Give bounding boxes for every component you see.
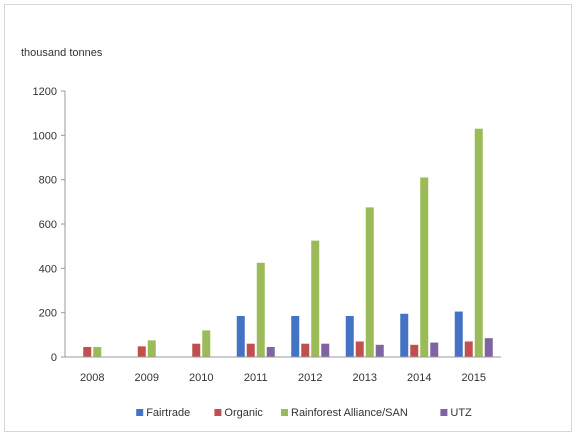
x-tick-label: 2009 xyxy=(135,372,159,384)
legend-swatch-fairtrade xyxy=(136,409,144,416)
bar-organic-2011 xyxy=(246,343,255,357)
bar-fairtrade-2011 xyxy=(236,315,245,357)
bar-organic-2008 xyxy=(83,347,92,357)
bar-utz-2011 xyxy=(266,347,275,357)
legend-label-rainforest-alliance-san: Rainforest Alliance/SAN xyxy=(291,407,408,419)
y-tick-label: 1000 xyxy=(33,130,57,142)
x-tick-label: 2008 xyxy=(80,372,104,384)
y-tick-label: 800 xyxy=(39,175,57,187)
bar-fairtrade-2013 xyxy=(345,315,354,357)
bar-rainforest-alliance-san-2015 xyxy=(474,128,483,357)
chart-frame: thousand tonnes 0 200 400 600 800 1000 1200 20… xyxy=(4,4,572,432)
x-tick-label: 2013 xyxy=(353,372,377,384)
bar-fairtrade-2014 xyxy=(400,313,409,357)
legend-swatch-rainforest-alliance-san xyxy=(281,409,288,416)
bar-utz-2013 xyxy=(375,344,384,357)
legend-swatch-organic xyxy=(214,409,222,416)
bar-rainforest-alliance-san-2011 xyxy=(256,262,265,357)
legend-label-fairtrade: Fairtrade xyxy=(146,407,190,419)
bar-organic-2013 xyxy=(355,341,364,357)
bar-rainforest-alliance-san-2008 xyxy=(93,347,102,357)
x-tick-label: 2015 xyxy=(462,372,486,384)
y-tick-label: 600 xyxy=(39,219,57,231)
x-tick-label: 2011 xyxy=(244,372,268,384)
unit-label: thousand tonnes xyxy=(21,47,103,59)
bar-rainforest-alliance-san-2012 xyxy=(311,240,320,357)
bar-organic-2009 xyxy=(137,346,146,357)
legend-label-utz: UTZ xyxy=(450,407,472,419)
bar-rainforest-alliance-san-2010 xyxy=(202,330,211,357)
x-tick-label: 2010 xyxy=(189,372,213,384)
y-tick-label: 200 xyxy=(39,308,57,320)
bar-chart: thousand tonnes 0 200 400 600 800 1000 1200 20… xyxy=(21,47,501,419)
bar-organic-2014 xyxy=(410,344,419,357)
x-tick-label: 2012 xyxy=(298,372,322,384)
y-tick-label: 1200 xyxy=(33,86,57,98)
bar-utz-2015 xyxy=(484,338,493,357)
bar-organic-2010 xyxy=(192,343,201,357)
legend-swatch-utz xyxy=(440,409,448,416)
x-tick-label: 2014 xyxy=(407,372,431,384)
bar-utz-2014 xyxy=(430,342,439,357)
bar-organic-2012 xyxy=(301,343,310,357)
x-axis: 2008 2009 2010 2011 2012 2013 2014 2015 xyxy=(65,356,501,384)
bars xyxy=(83,128,493,357)
legend-label-organic: Organic xyxy=(224,407,263,419)
bar-rainforest-alliance-san-2009 xyxy=(147,340,156,357)
bar-utz-2012 xyxy=(321,343,330,357)
y-tick-label: 400 xyxy=(39,263,57,275)
bar-rainforest-alliance-san-2013 xyxy=(365,207,374,357)
bar-fairtrade-2015 xyxy=(454,311,463,357)
y-tick-label: 0 xyxy=(51,352,57,364)
legend: Fairtrade Organic Rainforest Alliance/SAN U… xyxy=(136,407,472,419)
bar-organic-2015 xyxy=(464,341,473,357)
bar-fairtrade-2012 xyxy=(291,315,300,357)
bar-rainforest-alliance-san-2014 xyxy=(420,177,429,357)
y-axis: 0 200 400 600 800 1000 1200 xyxy=(33,86,66,364)
